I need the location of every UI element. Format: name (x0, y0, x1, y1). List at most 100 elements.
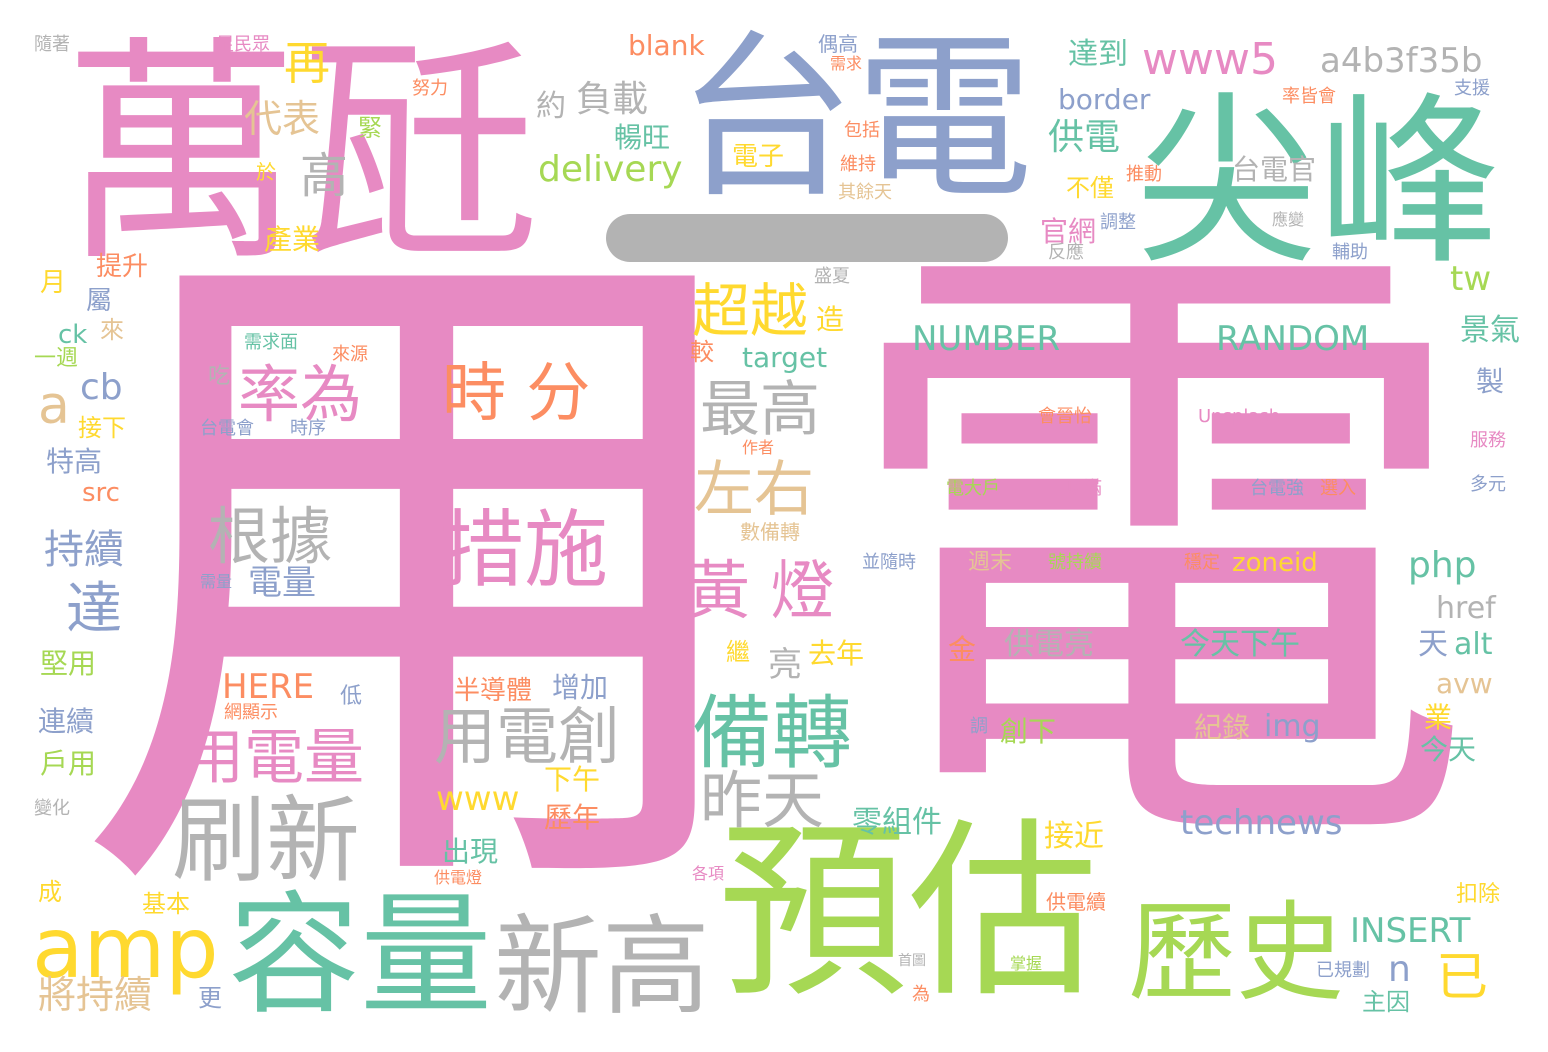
word-highest: 最高 (700, 375, 820, 445)
word-number-continue: 號持續 (1048, 552, 1102, 573)
word-avw: avw (1436, 667, 1493, 700)
word-hour-minute: 時 分 (442, 357, 591, 431)
word-manufacture: 製 (1476, 365, 1505, 398)
word-tw: tw (1450, 259, 1492, 299)
word-improve: 提升 (96, 252, 149, 282)
word-delivery: delivery (538, 149, 683, 190)
word-insert: INSERT (1350, 911, 1471, 951)
word-here: HERE (222, 667, 315, 707)
word-yong: 用 (72, 164, 774, 982)
word-a4b3f35b: a4b3f35b (1320, 41, 1483, 81)
word-economy: 景氣 (1460, 313, 1520, 348)
word-eat: 吃 (208, 364, 231, 389)
word-again: 再 (284, 36, 330, 90)
word-this-afternoon: 今天下午 (1180, 627, 1300, 662)
word-increase: 增加 (552, 671, 609, 704)
word-wei: 為 (912, 984, 930, 1005)
word-adjust: 調整 (1100, 212, 1136, 233)
word-change: 變化 (34, 798, 70, 819)
word-include: 包括 (844, 120, 880, 141)
word-basic: 基本 (142, 890, 190, 918)
word-target: target (742, 341, 828, 374)
word-already: 已 (1436, 948, 1489, 1008)
word-taipower: 台電 (677, 15, 1033, 222)
word-alt: alt (1454, 627, 1493, 662)
word-deduct: 扣除 (1456, 882, 1501, 907)
word-jianyong: 堅用 (40, 647, 97, 680)
word-about: 左右 (694, 455, 814, 525)
word-demand-side: 需求面 (244, 332, 298, 353)
word-create: 創下 (1000, 715, 1057, 748)
word-supply: 供電 (1048, 117, 1121, 158)
word-industry: 產業 (264, 223, 321, 256)
word-along-with: 隨著 (34, 34, 70, 55)
word-estimate: 預估 (718, 802, 1099, 1023)
word-last-year: 去年 (808, 637, 865, 670)
word-dian: 電 (835, 183, 1477, 930)
word-wanwa: 萬瓩 (62, 17, 538, 294)
word-bright: 亮 (768, 645, 802, 685)
word-record: 紀錄 (1194, 711, 1251, 744)
word-more: 更 (198, 984, 222, 1012)
word-n: n (1388, 949, 1411, 990)
word-blank: blank (628, 29, 705, 62)
word-official-site: 官網 (1040, 215, 1097, 248)
word-semiconductor: 半導體 (454, 676, 533, 706)
word-da: 達 (66, 577, 122, 642)
word-reserve: 備轉 (692, 687, 852, 780)
word-to-meet: 以滿 (1066, 478, 1102, 499)
word-reserve-count: 數備轉 (740, 520, 800, 544)
word-history: 歷史 (1128, 891, 1345, 1016)
word-new-high: 新高 (494, 905, 711, 1030)
word-technews: technews (1180, 803, 1343, 843)
word-ck: ck (58, 320, 88, 350)
word-tight: 緊 (358, 114, 382, 142)
word-author: 作者 (742, 438, 775, 457)
word-random: RANDOM (1216, 319, 1370, 359)
word-approach: 接近 (1044, 819, 1104, 854)
word-contingency: 應變 (1272, 210, 1305, 229)
word-not-only: 不僅 (1066, 174, 1114, 202)
word-midsummer: 盛夏 (814, 266, 850, 287)
word-php: php (1408, 545, 1477, 586)
word-source: 來源 (332, 344, 368, 365)
word-www: www (436, 779, 520, 819)
word-over-years: 歷年 (544, 801, 601, 834)
word-rate-all: 率皆會 (1282, 86, 1336, 107)
word-cb: cb (80, 367, 123, 408)
word-belong: 屬 (86, 286, 113, 316)
word-stable: 穩定 (1184, 552, 1220, 573)
word-supply-bright: 供電亮 (1004, 627, 1094, 662)
word-approx: 約 (536, 89, 566, 124)
word-booming: 暢旺 (614, 121, 671, 154)
word-today: 今天 (1420, 733, 1477, 766)
word-represent: 代表 (244, 97, 321, 141)
word-reach: 達到 (1068, 37, 1128, 72)
word-main-cause: 主因 (1362, 988, 1410, 1016)
word-consecutive: 連續 (38, 705, 95, 738)
word-taipower-official: 台電官 (1232, 153, 1317, 186)
word-zeng-jinyi: 會晉怡 (1038, 406, 1092, 427)
word-make: 造 (816, 303, 845, 336)
word-img: img (1264, 709, 1321, 744)
word-large-users: 電大戶 (946, 478, 1000, 499)
word-come: 來 (100, 316, 124, 344)
word-service: 服務 (1470, 430, 1506, 451)
word-cheng: 成 (38, 878, 62, 906)
word-promote: 推動 (1126, 164, 1162, 185)
word-meet-public: 足民眾 (216, 34, 270, 55)
word-household: 戶用 (40, 747, 97, 780)
word-according: 根據 (208, 500, 333, 573)
word-supply-lamp: 供電燈 (434, 868, 483, 887)
word-month: 月 (40, 268, 67, 298)
word-timing: 時序 (290, 418, 326, 439)
word-record-usage: 用電創 (434, 700, 621, 773)
word-border: border (1058, 83, 1151, 116)
word-exceed: 超越 (692, 277, 809, 345)
word-load: 負載 (576, 79, 649, 120)
word-supply-continue: 供電續 (1046, 890, 1106, 914)
word-maintain: 維持 (840, 154, 876, 175)
word-refresh: 刷新 (172, 787, 361, 896)
word-power-usage: 用電量 (184, 723, 364, 793)
